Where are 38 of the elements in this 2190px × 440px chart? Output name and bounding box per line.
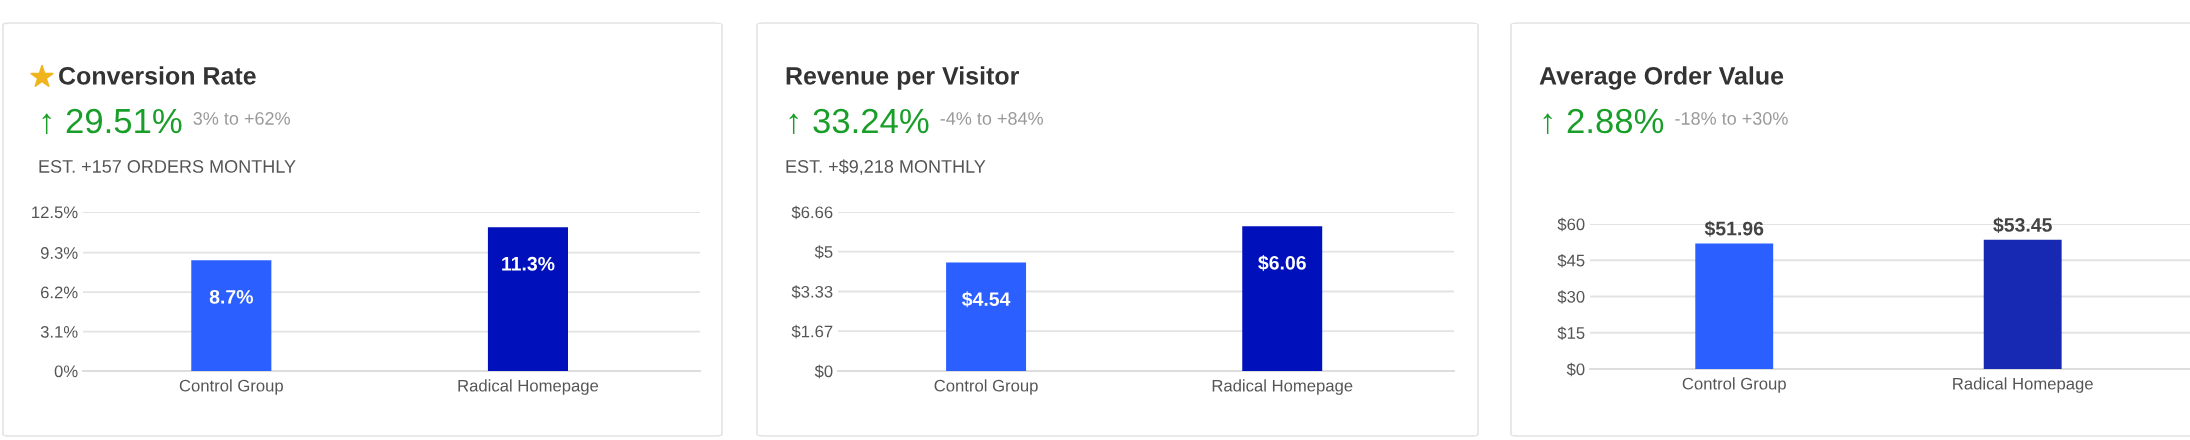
y-tick-label: 3.1% bbox=[40, 325, 78, 338]
data-label: $4.54 bbox=[962, 291, 1011, 308]
data-label: $53.45 bbox=[1993, 217, 2052, 234]
y-tick-label: $1.67 bbox=[791, 324, 833, 339]
chart-title: Average Order Value bbox=[1539, 66, 1784, 90]
chart-title: Conversion Rate bbox=[59, 66, 256, 85]
y-tick-label: $45 bbox=[1557, 253, 1585, 268]
y-tick-label: $3.33 bbox=[791, 285, 833, 299]
chart-title: Revenue per Visitor bbox=[786, 66, 1019, 90]
y-tick-label: 12.5% bbox=[32, 206, 78, 219]
chart-subtitle: ↑ 33.24% bbox=[789, 108, 929, 135]
y-tick-label: $5 bbox=[814, 245, 833, 259]
chart-subtitle: ↑ 2.88% bbox=[1543, 108, 1664, 135]
data-label: 11.3% bbox=[502, 256, 555, 271]
y-tick-label: $0 bbox=[1566, 362, 1585, 377]
text: EST. +$9,218 MONTHLY bbox=[786, 159, 986, 175]
chart-subtitle: ↑ 29.51% bbox=[42, 108, 182, 135]
x-tick-label: Radical Homepage bbox=[1212, 379, 1353, 395]
y-tick-label: 6.2% bbox=[41, 286, 78, 299]
y-tick-label: 0% bbox=[54, 365, 78, 378]
x-tick-label: Radical Homepage bbox=[458, 379, 599, 395]
y-tick-label: $30 bbox=[1557, 290, 1585, 304]
text: -18% to +30% bbox=[1675, 112, 1788, 125]
y-tick-label: $60 bbox=[1557, 217, 1585, 232]
x-tick-label: Control Group bbox=[179, 379, 283, 395]
x-tick-label: Control Group bbox=[934, 379, 1038, 395]
text: -4% to +84% bbox=[940, 112, 1043, 125]
data-label: $51.96 bbox=[1704, 220, 1764, 237]
y-tick-label: 9.3% bbox=[40, 247, 78, 259]
y-tick-label: $6.66 bbox=[791, 205, 833, 220]
y-tick-label: $15 bbox=[1557, 326, 1585, 340]
x-tick-label: Control Group bbox=[1682, 377, 1786, 393]
data-label: $6.06 bbox=[1258, 255, 1306, 271]
x-tick-label: Radical Homepage bbox=[1953, 377, 2093, 393]
y-tick-label: $0 bbox=[814, 364, 833, 379]
text: 3% to +62% bbox=[193, 112, 290, 125]
data-label: 8.7% bbox=[209, 289, 253, 304]
text: EST. +157 ORDERS MONTHLY bbox=[39, 160, 296, 173]
